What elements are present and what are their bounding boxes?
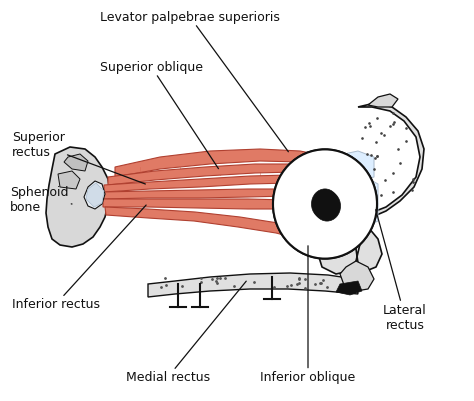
Polygon shape — [311, 200, 345, 219]
Text: Levator palpebrae superioris: Levator palpebrae superioris — [100, 12, 288, 152]
Ellipse shape — [273, 150, 377, 259]
Text: Superior oblique: Superior oblique — [100, 61, 219, 169]
Polygon shape — [148, 273, 358, 297]
Polygon shape — [330, 152, 374, 182]
Text: Medial rectus: Medial rectus — [126, 282, 246, 383]
Text: Superior
rectus: Superior rectus — [12, 131, 146, 184]
Polygon shape — [84, 182, 105, 209]
Ellipse shape — [311, 189, 338, 219]
Polygon shape — [300, 229, 332, 257]
Polygon shape — [312, 188, 348, 207]
Text: Sphenoid
bone: Sphenoid bone — [10, 186, 72, 213]
Polygon shape — [115, 150, 350, 178]
Polygon shape — [340, 261, 374, 291]
Polygon shape — [103, 200, 330, 213]
Text: Inferior oblique: Inferior oblique — [260, 246, 356, 383]
Polygon shape — [318, 104, 424, 274]
Polygon shape — [105, 207, 322, 249]
Polygon shape — [108, 164, 342, 186]
Ellipse shape — [313, 191, 340, 221]
Text: Inferior rectus: Inferior rectus — [12, 206, 146, 311]
Polygon shape — [86, 184, 104, 207]
Polygon shape — [310, 182, 372, 229]
Polygon shape — [315, 174, 354, 194]
Polygon shape — [345, 178, 378, 227]
Polygon shape — [368, 95, 398, 108]
Text: Lateral
rectus: Lateral rectus — [376, 210, 427, 331]
Polygon shape — [64, 155, 88, 172]
Polygon shape — [102, 190, 332, 200]
Polygon shape — [322, 164, 362, 186]
Polygon shape — [46, 148, 110, 247]
Polygon shape — [104, 176, 335, 192]
Polygon shape — [336, 281, 362, 295]
Polygon shape — [58, 172, 80, 190]
Ellipse shape — [273, 150, 377, 259]
